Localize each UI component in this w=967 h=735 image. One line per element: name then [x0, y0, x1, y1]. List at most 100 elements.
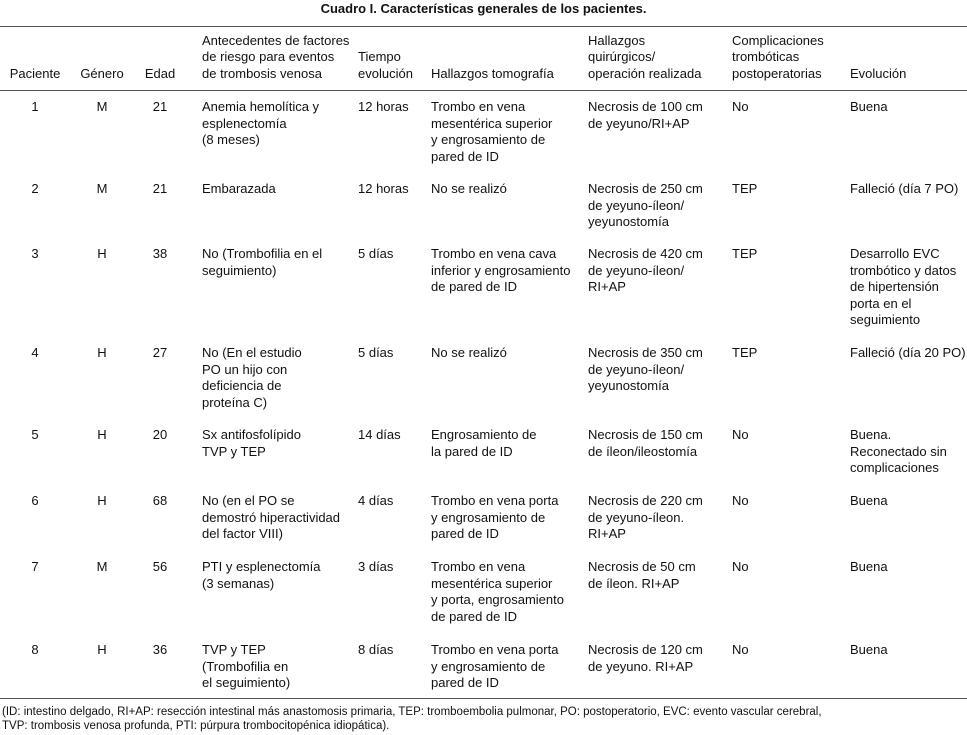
cell: trombótico y datos [850, 262, 957, 278]
cell: y engrosamiento de [431, 509, 546, 525]
header-cell: de riesgo para eventos [202, 49, 335, 64]
cell: No [732, 493, 749, 508]
cell: 1 [31, 99, 39, 114]
cell: Necrosis de 120 cm [588, 642, 703, 657]
cell: Trombo en vena cava [431, 246, 557, 261]
cell: H [97, 246, 107, 261]
cell: Trombo en vena [431, 559, 526, 574]
header-cell: Tiempo [358, 49, 401, 64]
cell: M [96, 99, 108, 114]
header-cell: Hallazgos [588, 32, 646, 48]
cell: Falleció (día 7 PO) [850, 181, 959, 196]
cell: No [732, 559, 749, 574]
cell: 5 días [358, 345, 394, 360]
cell: pared de ID [431, 526, 499, 541]
cell: 12 horas [358, 181, 409, 196]
header-cell: evolución [358, 65, 413, 81]
cell: Falleció (día 20 PO) [850, 345, 966, 360]
cell: Necrosis de 350 cm [588, 345, 703, 360]
cell: proteína C) [202, 394, 268, 410]
cell: Buena. [850, 427, 892, 442]
cell: de pared de ID [431, 608, 518, 624]
cell: Desarrollo EVC [850, 246, 940, 261]
footnote: TVP: trombosis venosa profunda, PTI: púr… [2, 720, 390, 732]
cell: Sx antifosfolípido [202, 427, 302, 442]
cell: No [732, 99, 749, 114]
cell: 20 [152, 427, 168, 442]
cell: de yeyuno-íleon/ [588, 262, 685, 278]
header-cell: de trombosis venosa [202, 65, 322, 81]
cell: Anemia hemolítica y [202, 99, 320, 114]
header-cell: quirúrgicos/ [588, 49, 656, 64]
cell: H [97, 345, 107, 360]
cell: y engrosamiento de [431, 132, 546, 147]
cell: 38 [152, 246, 168, 261]
top-rule [0, 26, 967, 27]
cell: Necrosis de 50 cm [588, 559, 696, 574]
cell: complicaciones [850, 460, 939, 475]
table-title: Cuadro I. Características generales de l… [320, 1, 647, 16]
header-cell: Complicaciones [732, 32, 824, 48]
cell: (3 semanas) [202, 575, 275, 591]
cell: RI+AP [588, 279, 626, 294]
cell: 56 [152, 559, 168, 574]
cell: Necrosis de 250 cm [588, 181, 703, 196]
header-cell: Antecedentes de factores [202, 32, 350, 48]
cell: Buena [850, 642, 888, 657]
cell: 8 días [358, 642, 394, 657]
cell: Necrosis de 220 cm [588, 493, 703, 508]
cell: 68 [152, 493, 168, 508]
cell: del factor VIII) [202, 526, 283, 541]
cell: Reconectado sin [850, 443, 947, 459]
cell: No [732, 427, 749, 442]
header-cell: operación realizada [588, 65, 702, 81]
cell: esplenectomía [202, 115, 287, 131]
cell: de yeyuno-íleon. [588, 509, 685, 525]
cell: Trombo en vena [431, 99, 526, 114]
cell: pared de ID [431, 675, 499, 690]
cell: y engrosamiento de [431, 658, 546, 674]
cell: 6 [31, 493, 39, 508]
cell: 5 días [358, 246, 394, 261]
cell: porta en el [850, 295, 912, 311]
header-rule [0, 90, 967, 91]
cell: demostró hiperactividad [202, 509, 341, 525]
cell: TEP [732, 181, 758, 196]
header-cell: Paciente [9, 65, 61, 81]
cell: 27 [152, 345, 168, 360]
cell: 36 [152, 642, 168, 657]
cell: 12 horas [358, 99, 409, 114]
cell: PO un hijo con [202, 361, 288, 377]
header-cell: Hallazgos tomografía [431, 65, 554, 81]
cell: Buena [850, 493, 888, 508]
cell: mesentérica superior [431, 115, 553, 131]
cell: yeyunostomía [588, 214, 669, 229]
cell: Necrosis de 100 cm [588, 99, 703, 114]
cell: 21 [152, 181, 168, 196]
cell: seguimiento [850, 312, 921, 327]
cell: 3 días [358, 559, 394, 574]
cell: M [96, 181, 108, 196]
cell: mesentérica superior [431, 575, 553, 591]
cell: de pared de ID [431, 279, 518, 294]
cell: de yeyuno/RI+AP [588, 115, 690, 131]
cell: de yeyuno. RI+AP [588, 658, 694, 674]
cell: 14 días [358, 427, 401, 442]
cell: seguimiento) [202, 262, 277, 278]
cell: pared de ID [431, 148, 499, 164]
cell: yeyunostomía [588, 378, 669, 393]
cell: 4 [31, 345, 39, 360]
cell: el seguimiento) [202, 675, 291, 690]
cell: No (en el PO se [202, 493, 295, 508]
cell: No se realizó [431, 345, 507, 360]
header-cell: trombóticas [732, 49, 800, 64]
cell: de yeyuno-íleon/ [588, 197, 685, 213]
cell: (Trombofilia en [202, 658, 289, 674]
cell: No se realizó [431, 181, 507, 196]
header-cell: Género [80, 65, 124, 81]
cell: inferior y engrosamiento [431, 262, 571, 278]
header-cell: postoperatorias [732, 65, 822, 81]
bottom-rule [0, 698, 967, 699]
header-cell: Evolución [850, 65, 907, 81]
